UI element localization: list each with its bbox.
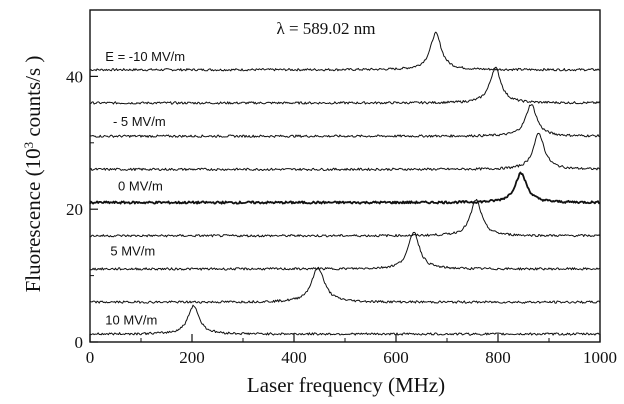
y-axis-title-unit: counts/s )	[21, 56, 45, 142]
y-axis-title-base: Fluorescence (10	[21, 148, 45, 292]
field-label-3: 0 MV/m	[118, 179, 163, 194]
annotation-group: E = -10 MV/m - 5 MV/m 0 MV/m 5 MV/m 10 MV/m	[105, 49, 185, 328]
trace-group	[90, 32, 600, 335]
y-tick-label: 0	[75, 333, 84, 352]
x-axis-title: Laser frequency (MHz)	[247, 373, 445, 397]
x-tick-label: 200	[179, 348, 205, 367]
trace-line-2	[90, 67, 600, 104]
trace-line-9	[90, 305, 600, 335]
trace-line-8	[90, 267, 600, 303]
x-tick-label: 600	[383, 348, 409, 367]
field-label-2: - 5 MV/m	[113, 114, 166, 129]
field-label-1: E = -10 MV/m	[105, 49, 185, 64]
field-label-5: 10 MV/m	[105, 313, 157, 328]
x-tick-label: 0	[86, 348, 95, 367]
y-axis-title: Fluorescence (103 counts/s )	[21, 56, 46, 293]
trace-line-4	[90, 133, 600, 170]
x-tick-label: 800	[485, 348, 511, 367]
trace-line-7	[90, 232, 600, 270]
trace-line-3	[90, 105, 600, 138]
x-tick-label: 1000	[583, 348, 617, 367]
x-tick-label: 400	[281, 348, 307, 367]
trace-line-6	[90, 199, 600, 237]
chart-title: λ = 589.02 nm	[276, 19, 375, 38]
field-label-4: 5 MV/m	[110, 244, 155, 259]
y-tick-label: 20	[66, 200, 83, 219]
trace-line-5	[90, 173, 600, 204]
y-tick-label: 40	[66, 67, 83, 86]
